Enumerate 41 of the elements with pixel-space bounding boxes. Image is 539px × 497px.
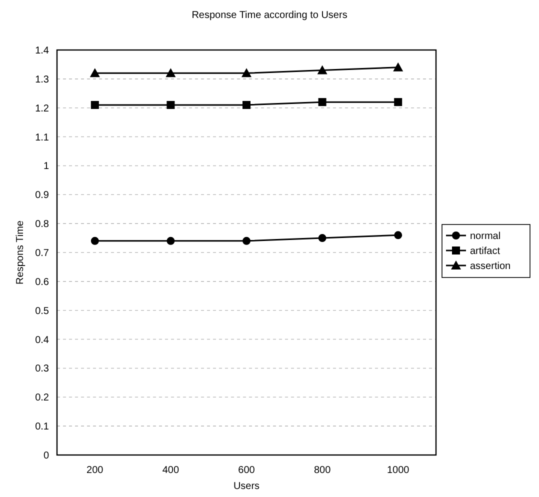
point [394,231,402,240]
y-tick-label: 1 [43,161,50,172]
point [166,100,175,109]
point [318,98,326,106]
y-tick-label: 1.3 [35,74,50,86]
x-tick-label: 800 [314,465,332,476]
point [242,100,250,109]
y-tick-label: 0.1 [35,422,50,433]
point [166,68,176,78]
legend-label: assertion [470,261,511,272]
y-tick-label: 0.9 [35,190,50,202]
point [242,236,250,245]
y-tick-label: 0.8 [35,219,50,230]
point [242,68,252,78]
point [394,98,402,106]
point [90,100,99,109]
point [318,234,326,242]
x-tick-label: 1000 [386,465,410,476]
legend-label: normal [470,231,501,242]
chart-title: Response Time according to Users [192,10,348,21]
y-axis-title: Respons Time [15,220,26,284]
legend-label: artifact [470,246,500,257]
y-tick-label: 0.3 [35,364,50,375]
y-tick-label: 0.6 [35,276,50,288]
y-tick-label: 1.1 [35,132,50,144]
y-tick-label: 1.4 [35,46,50,56]
y-tick-label: 1.2 [35,103,50,114]
point [90,236,99,245]
y-tick-label: 0 [43,450,50,462]
y-tick-label: 0.4 [35,334,50,346]
x-axis-title: Users [233,481,260,492]
point [90,68,100,78]
y-tick-label: 0.5 [35,306,50,317]
point [166,236,175,245]
x-tick-label: 600 [238,465,256,476]
y-tick-label: 0.2 [35,392,50,404]
x-tick-label: 400 [162,465,180,476]
point [317,65,328,74]
x-tick-label: 200 [86,465,104,476]
point [393,62,404,72]
y-tick-label: 0.7 [35,248,50,259]
